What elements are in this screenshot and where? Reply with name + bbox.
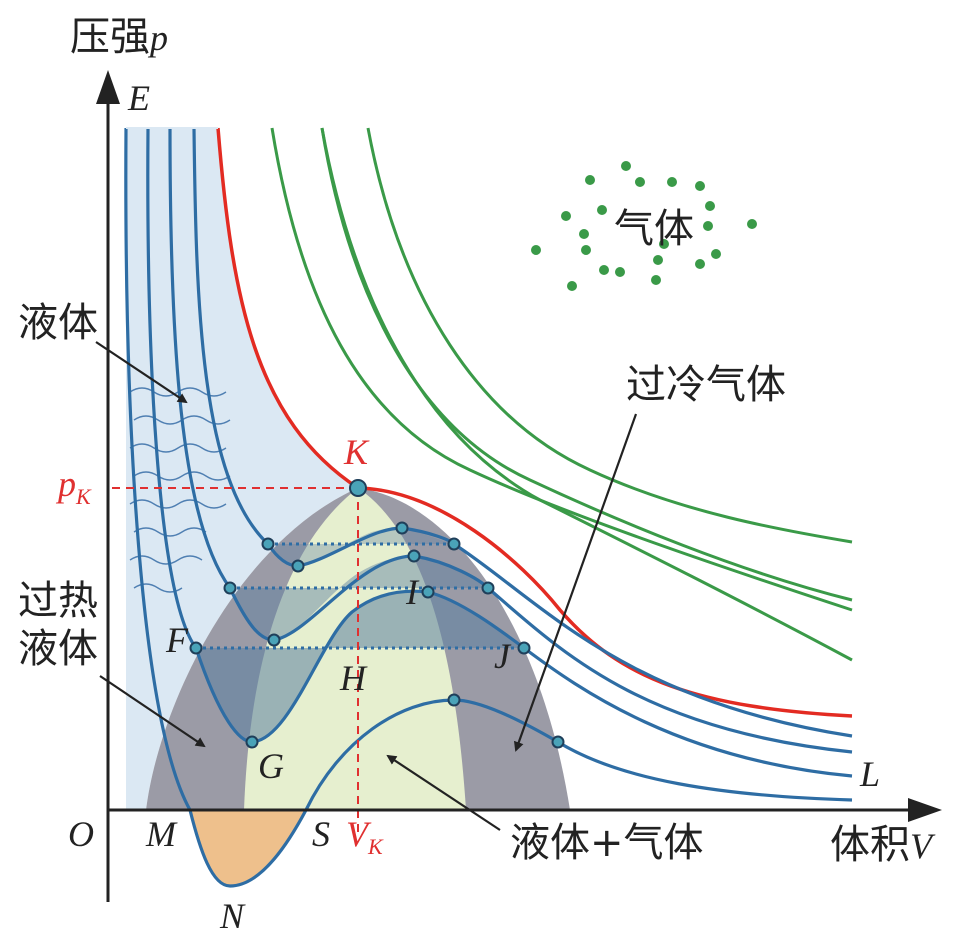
axes — [106, 90, 925, 902]
critical-pressure-label: pK — [55, 464, 92, 509]
point-label-J: J — [494, 636, 512, 676]
loop-shading — [196, 527, 524, 742]
critical-volume-label: VK — [346, 814, 384, 859]
subcritical-isotherms — [124, 127, 853, 888]
gas-molecules — [531, 161, 757, 291]
x-axis-label: 体积V — [830, 822, 936, 868]
critical-point-marker — [349, 479, 367, 497]
point-label-M: M — [145, 814, 178, 854]
point-label-L: L — [859, 754, 880, 794]
annotation-arrows — [95, 341, 638, 831]
liquid-region — [126, 128, 358, 810]
point-markers — [189, 479, 565, 749]
y-axis-label: 压强p — [70, 14, 168, 60]
superheated-liquid-label-line1: 过热 — [18, 578, 98, 624]
critical-point-label: K — [343, 432, 370, 472]
liquid-gas-label: 液体+气体 — [510, 820, 704, 866]
liquid-label: 液体 — [18, 300, 98, 346]
liquid-gas-arrow — [386, 754, 501, 831]
x-axis-arrow — [908, 798, 942, 822]
critical-lines — [112, 487, 359, 834]
gas-label: 气体 — [614, 206, 694, 252]
point-label-S: S — [312, 814, 330, 854]
point-label-N: N — [219, 896, 246, 936]
y-axis-arrow — [96, 70, 120, 104]
point-label-E: E — [127, 78, 150, 118]
supercooled-arrow — [513, 413, 638, 752]
supercooled-gas-label: 过冷气体 — [626, 362, 786, 408]
negative-pressure-region — [190, 810, 306, 886]
superheated-liquid-label-line2: 液体 — [18, 626, 98, 672]
point-label-H: H — [339, 658, 368, 698]
origin-label: O — [68, 814, 94, 854]
point-label-G: G — [258, 746, 284, 786]
supercritical-isotherms — [270, 127, 853, 662]
liquid-arrow — [95, 341, 188, 404]
superheated-arrow — [99, 675, 206, 748]
point-label-I: I — [405, 572, 420, 612]
point-label-F: F — [165, 620, 189, 660]
